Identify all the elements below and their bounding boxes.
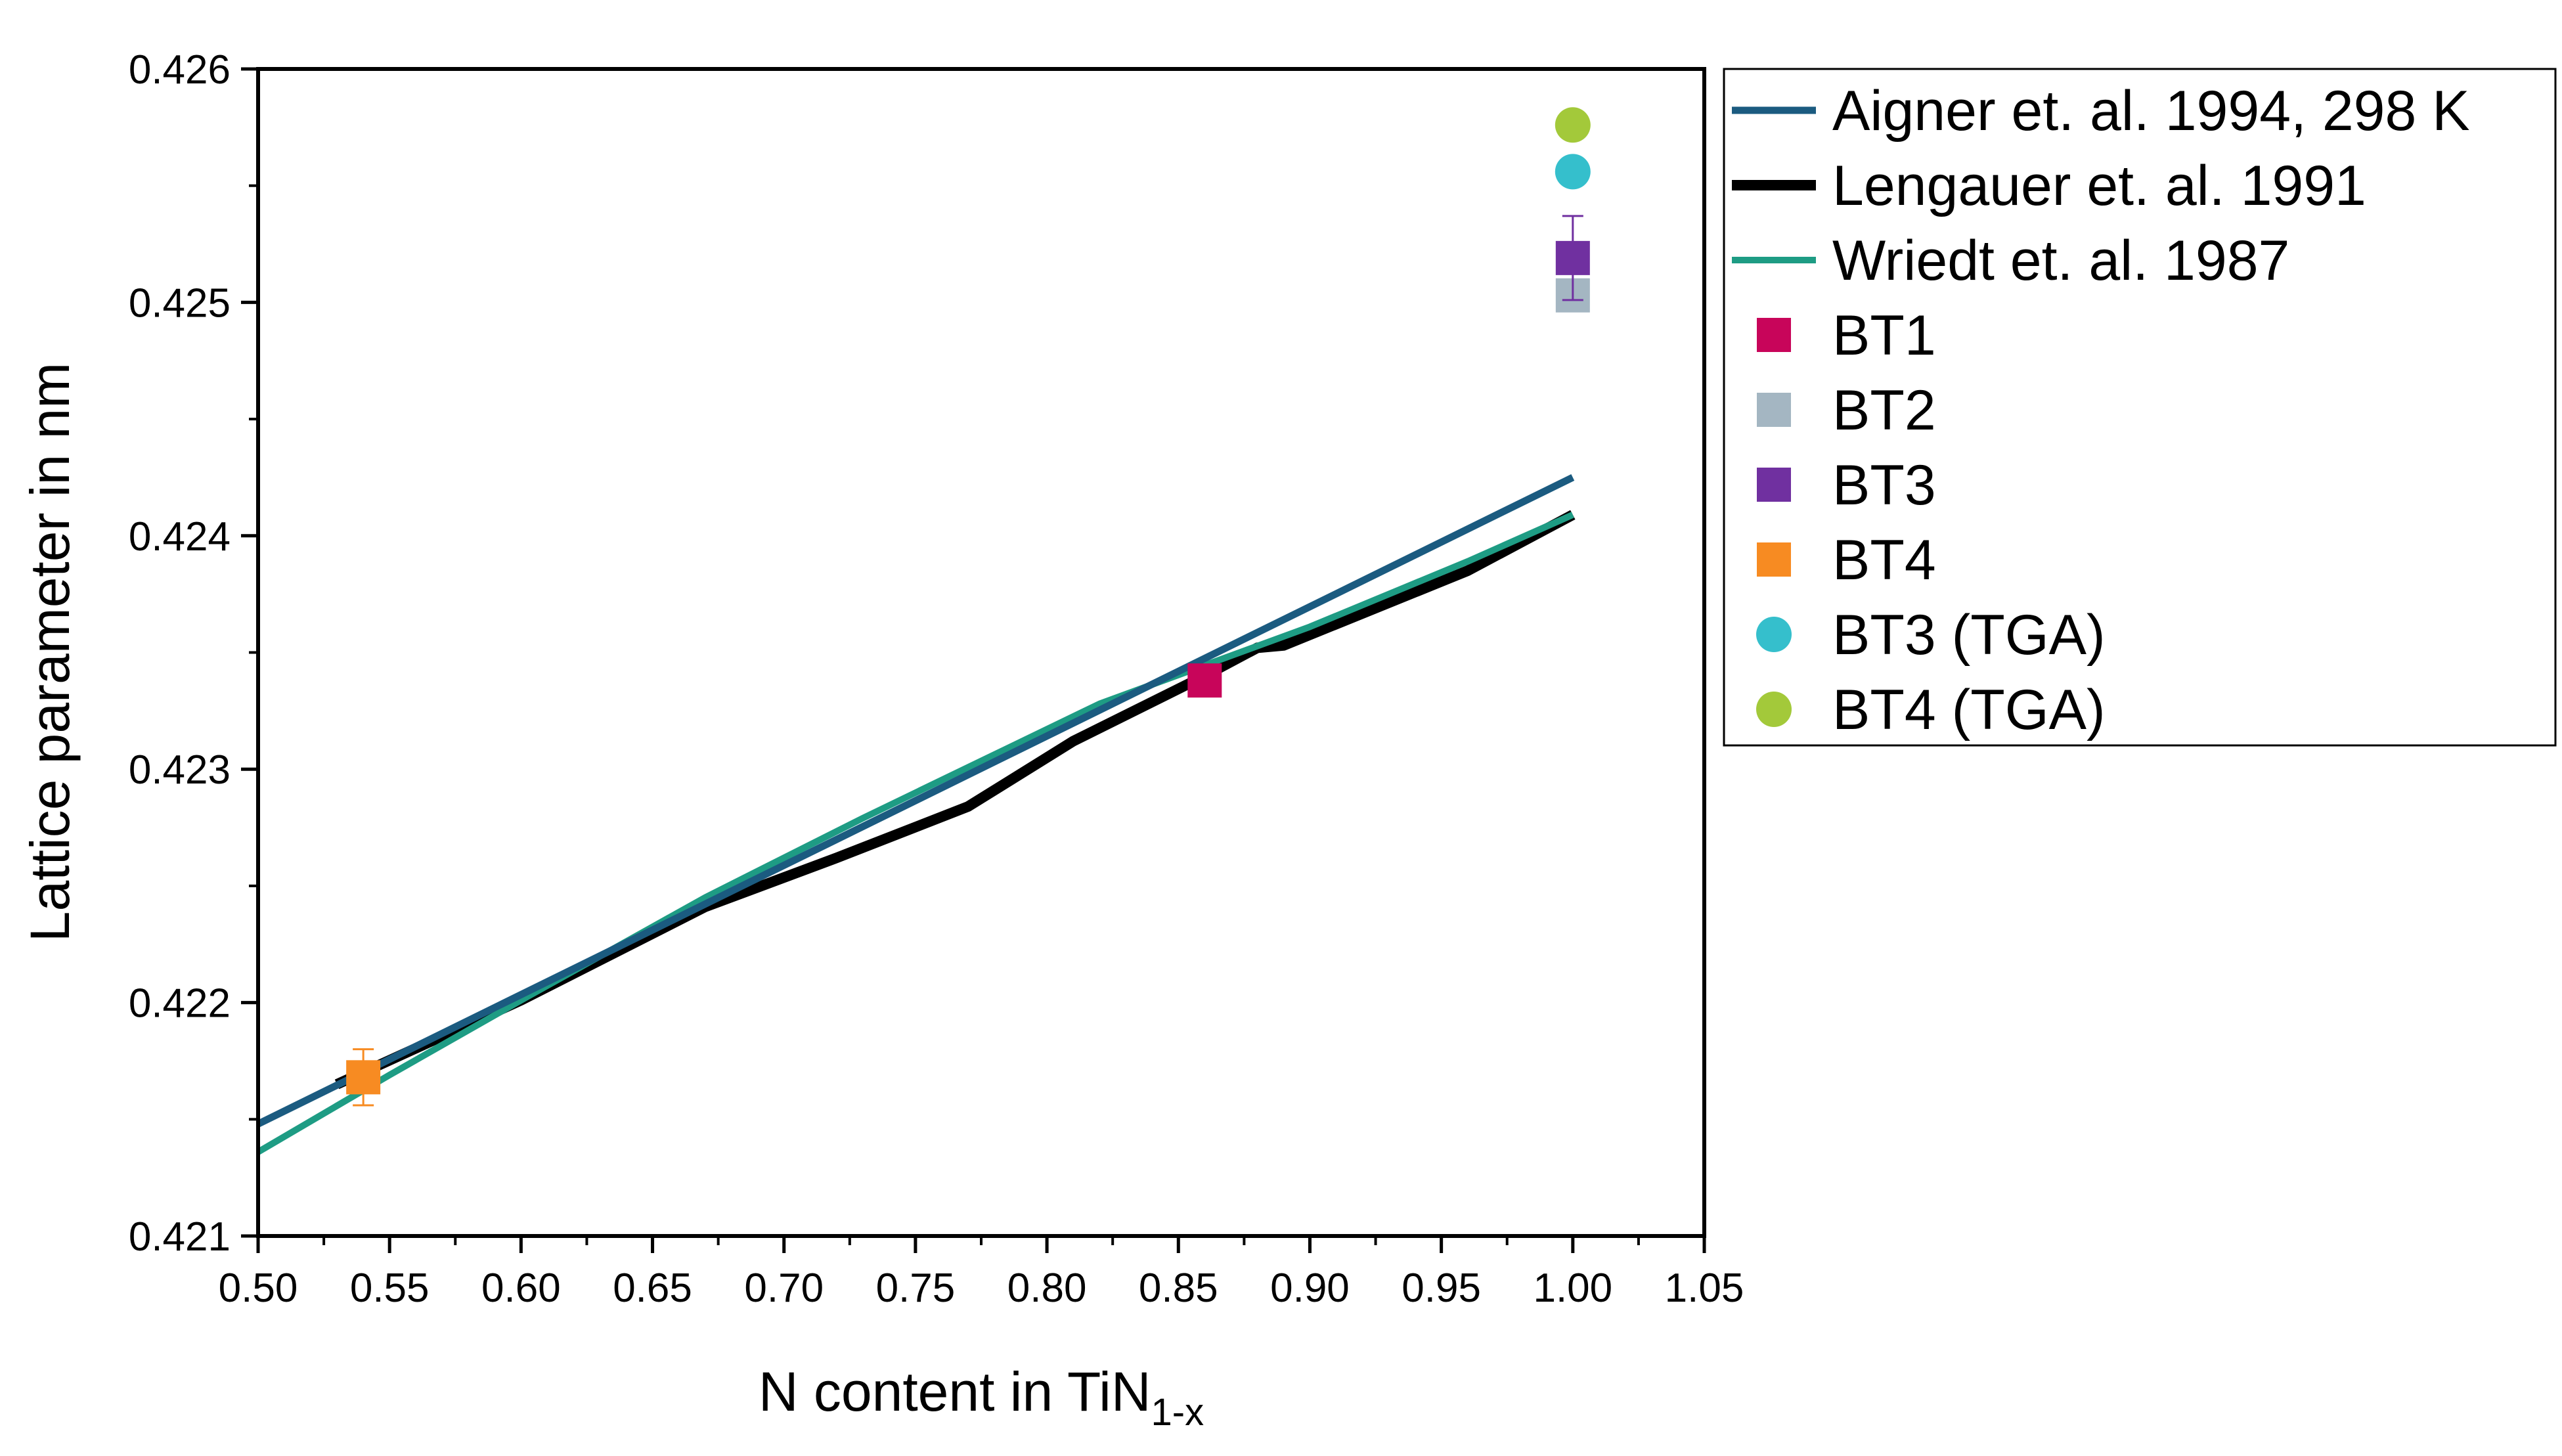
- x-tick-label: 0.80: [1007, 1266, 1087, 1311]
- y-tick-label: 0.425: [129, 280, 231, 326]
- legend-label: Wriedt et. al. 1987: [1832, 229, 2289, 292]
- data-point: [1555, 154, 1591, 190]
- legend-label: BT1: [1832, 304, 1936, 367]
- legend-label: Lengauer et. al. 1991: [1832, 154, 2366, 217]
- x-tick-label: 0.65: [613, 1266, 692, 1311]
- y-tick-label: 0.421: [129, 1214, 231, 1260]
- x-tick-label: 0.70: [744, 1266, 824, 1311]
- series-line: [256, 474, 1575, 1128]
- legend-swatch: [1757, 318, 1791, 352]
- legend-swatch: [1757, 468, 1791, 502]
- legend-frame: [1723, 68, 2557, 747]
- legend-swatch: [1756, 617, 1792, 652]
- y-axis-label: Lattice parameter in nm: [19, 363, 81, 942]
- legend-label: BT4 (TGA): [1832, 678, 2106, 741]
- y-tick-label: 0.422: [129, 981, 231, 1026]
- x-axis-ticks: 0.50 0.55 0.60 0.65 0.70 0.75 0.80 0.85 0.90 0.95…: [219, 1236, 1744, 1311]
- x-tick-label: 0.60: [481, 1266, 561, 1311]
- legend-swatch: [1756, 692, 1792, 727]
- x-tick-label: 1.00: [1533, 1266, 1612, 1311]
- plot-frame: [256, 67, 1706, 1238]
- legend-label: BT3: [1832, 454, 1936, 517]
- legend-label: BT3 (TGA): [1832, 604, 2106, 667]
- data-point: [1187, 663, 1222, 698]
- x-axis-label: N content in TiN1-x: [759, 1361, 1204, 1434]
- x-tick-label: 0.75: [876, 1266, 956, 1311]
- data-point: [346, 1060, 381, 1095]
- data-point: [1555, 240, 1590, 275]
- y-axis-ticks: 0.421 0.422 0.423 0.424 0.425 0.426: [129, 47, 258, 1260]
- legend-swatch: [1757, 542, 1791, 577]
- x-tick-label: 0.95: [1402, 1266, 1481, 1311]
- legend-label: BT2: [1832, 379, 1936, 442]
- y-tick-label: 0.426: [129, 47, 231, 93]
- x-tick-label: 0.85: [1139, 1266, 1218, 1311]
- x-tick-label: 0.90: [1270, 1266, 1350, 1311]
- x-tick-label: 0.55: [350, 1266, 430, 1311]
- legend-swatch: [1757, 393, 1791, 427]
- x-tick-label: 0.50: [219, 1266, 298, 1311]
- plot-series: [256, 107, 1591, 1155]
- x-tick-label: 1.05: [1665, 1266, 1744, 1311]
- series-line: [256, 512, 1574, 1155]
- legend-label: Aigner et. al. 1994, 298 K: [1832, 79, 2470, 143]
- legend-label: BT4: [1832, 529, 1936, 592]
- legend: Aigner et. al. 1994, 298 K Lengauer et. a…: [1723, 68, 2557, 747]
- y-tick-label: 0.424: [129, 514, 231, 560]
- y-tick-label: 0.423: [129, 747, 231, 793]
- data-point: [1555, 107, 1591, 143]
